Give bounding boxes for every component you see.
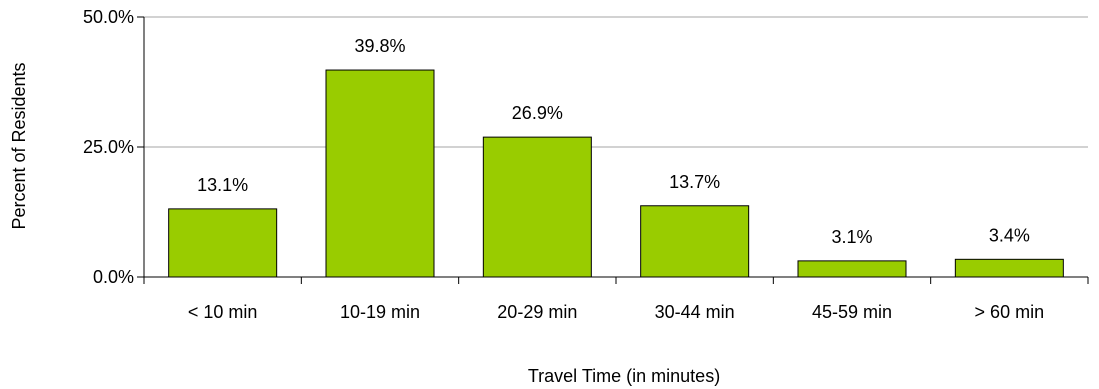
bar	[482, 136, 592, 278]
data-label: 3.4%	[989, 225, 1030, 245]
y-tick-label: 50.0%	[83, 7, 134, 27]
x-tick-label: < 10 min	[188, 302, 258, 322]
data-label: 39.8%	[354, 36, 405, 56]
x-tick-label: 45-59 min	[812, 302, 892, 322]
y-tick-label: 0.0%	[93, 267, 134, 287]
data-label: 26.9%	[512, 103, 563, 123]
data-label: 13.7%	[669, 172, 720, 192]
bars	[168, 69, 1064, 278]
x-tick-label: > 60 min	[975, 302, 1045, 322]
x-tick-label: 10-19 min	[340, 302, 420, 322]
axes: 0.0% 25.0% 50.0% < 10 min 10-19 min 20-29 min…	[83, 7, 1089, 322]
bar	[640, 205, 750, 278]
data-label: 3.1%	[831, 227, 872, 247]
data-label: 13.1%	[197, 175, 248, 195]
bar	[168, 208, 278, 278]
bar	[325, 69, 435, 278]
y-axis-title: Percent of Residents	[9, 62, 29, 229]
bar	[797, 260, 907, 278]
gridlines	[144, 16, 1088, 148]
x-tick-label: 30-44 min	[655, 302, 735, 322]
data-labels: 13.1% 39.8% 26.9% 13.7% 3.1% 3.4%	[197, 36, 1030, 247]
x-axis-title: Travel Time (in minutes)	[528, 366, 720, 386]
x-tick-label: 20-29 min	[497, 302, 577, 322]
bar	[954, 258, 1064, 278]
y-tick-label: 25.0%	[83, 137, 134, 157]
